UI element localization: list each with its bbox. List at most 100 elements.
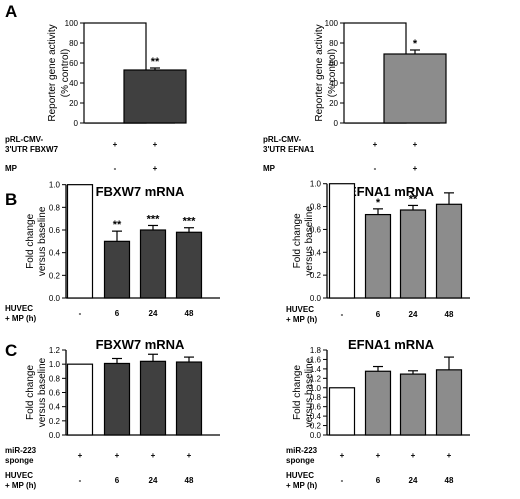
a-right-condition-label-1-0: MP <box>263 164 276 173</box>
b-left-condition-label-0-0: HUVEC <box>5 304 33 313</box>
c-left-condition-value-0-3: + <box>187 451 192 460</box>
b-right-bar-3 <box>435 203 463 299</box>
b-left-condition-value-0-3: 48 <box>185 309 194 318</box>
a-right-y-tick-label-1: 20 <box>329 99 338 108</box>
c-left-y-tick-label-2: 0.4 <box>49 403 61 412</box>
b-right-y-tick-label-5: 1.0 <box>310 180 322 189</box>
a-left-significance-1: ** <box>151 56 160 68</box>
b-left-y-tick-label-2: 0.4 <box>49 249 61 258</box>
c-left-condition-label-1-0: HUVEC <box>5 471 33 480</box>
b-left-condition-value-0-1: 6 <box>115 309 120 318</box>
c-right-condition-value-1-0: - <box>341 476 344 485</box>
c-right-condition-value-1-2: 24 <box>409 476 418 485</box>
c-left-condition-label-0-0: miR-223 <box>5 446 37 455</box>
c-right-y-tick-label-7: 1.4 <box>310 365 322 374</box>
c-left-bar-3 <box>175 361 203 436</box>
b-right-significance-1: * <box>376 197 381 209</box>
c-right-condition-value-0-3: + <box>447 451 452 460</box>
c-left-y-tick-label-1: 0.2 <box>49 417 61 426</box>
panel-letter-b: B <box>5 190 17 209</box>
c-left-condition-value-1-2: 24 <box>149 476 158 485</box>
c-right-y-tick-label-8: 1.6 <box>310 355 322 364</box>
b-left-y-tick-label-0: 0.0 <box>49 294 61 303</box>
c-left-condition-value-0-1: + <box>115 451 120 460</box>
a-left-bar-1 <box>123 69 187 124</box>
c-left-y-tick-label-6: 1.2 <box>49 346 61 355</box>
b-right-y-label-1: versus baseline <box>304 206 315 276</box>
b-right-y-tick-label-3: 0.6 <box>310 225 322 234</box>
b-right-y-tick-label-0: 0.0 <box>310 294 322 303</box>
c-left-condition-label-1-1: + MP (h) <box>5 481 37 490</box>
c-right-bar-1 <box>364 370 392 436</box>
c-right-condition-label-1-1: + MP (h) <box>286 481 318 490</box>
c-right-y-tick-label-4: 0.8 <box>310 393 322 402</box>
b-right-condition-label-0-0: HUVEC <box>286 305 314 314</box>
c-left-condition-value-1-3: 48 <box>185 476 194 485</box>
c-right-condition-value-1-3: 48 <box>445 476 454 485</box>
b-left-condition-value-0-2: 24 <box>149 309 158 318</box>
c-right-condition-value-0-0: + <box>340 451 345 460</box>
b-right-y-tick-label-2: 0.4 <box>310 248 322 257</box>
b-left-significance-1: ** <box>113 219 122 231</box>
b-left-condition-label-0-1: + MP (h) <box>5 314 37 323</box>
c-left-y-tick-label-4: 0.8 <box>49 374 61 383</box>
a-left-condition-value-1-0: - <box>114 164 117 173</box>
c-left-condition-value-0-2: + <box>151 451 156 460</box>
c-left-y-tick-label-0: 0.0 <box>49 431 61 440</box>
b-left-y-tick-label-5: 1.0 <box>49 181 61 190</box>
a-left-y-tick-label-2: 40 <box>69 79 78 88</box>
b-right-title: EFNA1 mRNA <box>348 184 435 199</box>
c-right-y-tick-label-0: 0.0 <box>310 431 322 440</box>
a-right-y-label-1: (% control) <box>327 49 338 97</box>
a-left-y-tick-label-5: 100 <box>65 19 79 28</box>
a-right-y-tick-label-4: 80 <box>329 39 338 48</box>
b-right-condition-value-0-1: 6 <box>376 310 381 319</box>
c-right-bar-3 <box>435 369 463 436</box>
b-left-y-tick-label-1: 0.2 <box>49 271 61 280</box>
b-right-y-tick-label-4: 0.8 <box>310 203 322 212</box>
a-right-condition-value-1-0: - <box>374 164 377 173</box>
a-left-y-tick-label-3: 60 <box>69 59 78 68</box>
a-right-condition-label-0-1: 3'UTR EFNA1 <box>263 145 315 154</box>
a-right-condition-value-0-0: + <box>373 140 378 149</box>
b-right-y-label-0: Fold change <box>292 213 303 268</box>
panel-letter-c: C <box>5 341 17 360</box>
b-right-y-tick-label-1: 0.2 <box>310 271 322 280</box>
b-right-condition-value-0-3: 48 <box>445 310 454 319</box>
b-left-bar-1 <box>103 240 131 299</box>
b-left-significance-2: *** <box>147 213 161 225</box>
c-right-bar-2 <box>399 373 427 436</box>
c-right-y-tick-label-3: 0.6 <box>310 403 322 412</box>
b-left-y-label-1: versus baseline <box>37 206 48 276</box>
c-left-condition-value-1-0: - <box>79 476 82 485</box>
c-right-y-label-0: Fold change <box>292 365 303 420</box>
a-left-y-tick-label-0: 0 <box>74 119 79 128</box>
a-right-y-tick-label-0: 0 <box>334 119 339 128</box>
c-right-y-tick-label-2: 0.4 <box>310 412 322 421</box>
b-right-condition-value-0-2: 24 <box>409 310 418 319</box>
c-left-condition-value-1-1: 6 <box>115 476 120 485</box>
c-left-bar-0 <box>66 363 94 436</box>
a-right-bar-1 <box>383 53 447 124</box>
panel-letter-a: A <box>5 2 17 21</box>
a-left-y-tick-label-4: 80 <box>69 39 78 48</box>
c-left-title: FBXW7 mRNA <box>96 337 185 352</box>
a-left-y-label-1: (% control) <box>60 49 71 97</box>
b-right-condition-value-0-0: - <box>341 310 344 319</box>
c-left-y-label-0: Fold change <box>25 365 36 420</box>
a-left-condition-label-0-1: 3'UTR FBXW7 <box>5 145 59 154</box>
b-left-y-tick-label-3: 0.6 <box>49 226 61 235</box>
b-left-bar-2 <box>139 229 167 299</box>
c-right-y-tick-label-1: 0.2 <box>310 422 322 431</box>
b-right-bar-1 <box>364 213 392 299</box>
b-right-significance-2: ** <box>409 193 418 205</box>
a-left-condition-label-1-0: MP <box>5 164 18 173</box>
c-left-y-tick-label-5: 1.0 <box>49 360 61 369</box>
b-right-condition-label-0-1: + MP (h) <box>286 315 318 324</box>
b-right-bar-0 <box>328 183 356 299</box>
a-right-condition-value-1-1: + <box>413 164 418 173</box>
c-left-condition-value-0-0: + <box>78 451 83 460</box>
c-right-condition-label-0-1: sponge <box>286 456 315 465</box>
c-left-y-tick-label-3: 0.6 <box>49 389 61 398</box>
c-left-bar-1 <box>103 362 131 436</box>
